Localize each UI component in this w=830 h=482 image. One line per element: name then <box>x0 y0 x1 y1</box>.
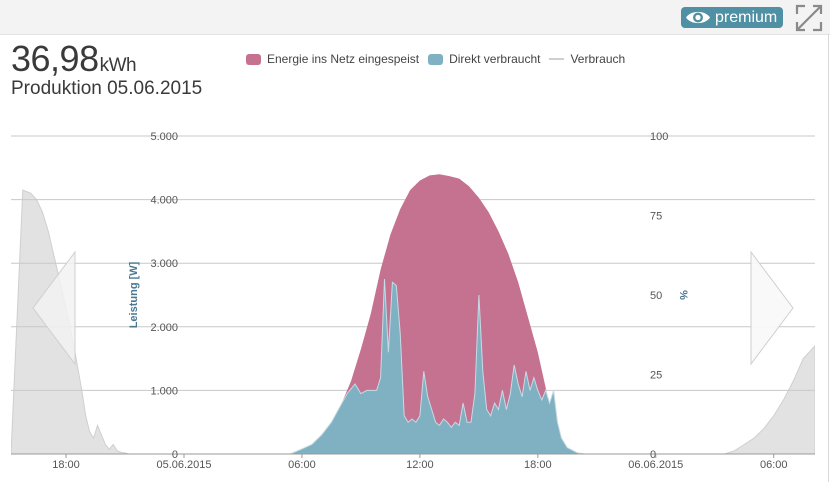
chart-panel <box>0 34 829 482</box>
x-tick-label: 18:00 <box>524 459 552 471</box>
premium-button[interactable]: premium <box>681 7 784 28</box>
series-area-1 <box>289 279 597 455</box>
consumption-group <box>11 189 815 454</box>
series-area-0 <box>290 174 597 454</box>
right-tick-label: 75 <box>650 211 662 223</box>
previous-day-icon[interactable] <box>32 250 76 366</box>
left-tick-label: 0 <box>172 449 178 461</box>
x-tick-label: 06:00 <box>760 459 788 471</box>
legend-label-feed-in: Energie ins Netz eingespeist <box>267 52 420 66</box>
legend-line-consumption <box>549 58 565 60</box>
right-tick-label: 100 <box>650 131 668 143</box>
x-tick-label: 06.06.2015 <box>628 459 683 471</box>
x-tick-label: 18:00 <box>52 459 80 471</box>
left-tick-label: 1.000 <box>150 385 178 397</box>
left-tick-label: 4.000 <box>150 195 178 207</box>
left-tick-label: 5.000 <box>150 131 178 143</box>
yield-unit: kWh <box>99 55 137 76</box>
legend-swatch-self-consumption <box>428 53 444 65</box>
daily-yield: 36,98kWh <box>11 38 137 80</box>
left-tick-label: 2.000 <box>150 322 178 334</box>
x-tick-label: 12:00 <box>406 459 434 471</box>
eye-icon <box>686 11 710 24</box>
legend-item-self-consumption[interactable]: Direkt verbraucht <box>428 52 540 66</box>
x-tick-label: 06:00 <box>288 459 316 471</box>
next-day-icon[interactable] <box>750 250 794 366</box>
legend-item-consumption[interactable]: Verbrauch <box>549 52 625 66</box>
consumption-area-1 <box>724 345 815 454</box>
left-axis-title: Leistung [W] <box>128 261 140 328</box>
right-tick-label: 25 <box>650 370 662 382</box>
legend-label-consumption: Verbrauch <box>570 52 626 66</box>
legend-swatch-feed-in <box>246 53 261 65</box>
right-tick-label: 50 <box>650 290 662 302</box>
right-tick-label: 0 <box>650 449 656 461</box>
consumption-area-0 <box>11 189 135 454</box>
chart-legend: Energie ins Netz eingespeist Direkt verb… <box>246 52 634 66</box>
x-tick-label: 05.06.2015 <box>156 459 211 471</box>
expand-icon[interactable] <box>795 4 823 32</box>
left-tick-label: 3.000 <box>150 258 178 270</box>
legend-item-feed-in[interactable]: Energie ins Netz eingespeist <box>246 52 419 66</box>
legend-label-self-consumption: Direkt verbraucht <box>449 52 541 66</box>
premium-label: premium <box>715 9 778 26</box>
production-date: Produktion 05.06.2015 <box>11 78 203 99</box>
yield-value: 36,98 <box>11 38 99 79</box>
right-axis-title: % <box>677 290 689 300</box>
